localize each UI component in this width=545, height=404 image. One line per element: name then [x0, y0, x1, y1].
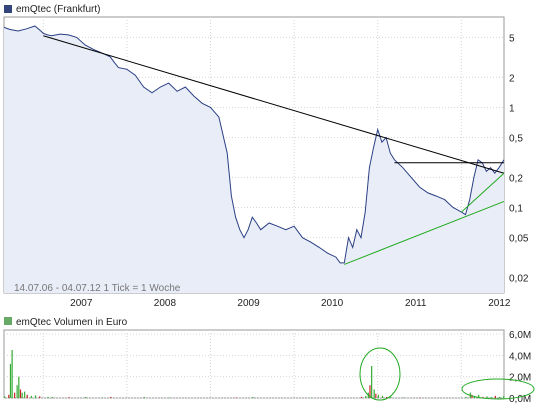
volume-highlight-circle [359, 347, 401, 401]
volume-bar [235, 397, 237, 398]
volume-bar [68, 397, 70, 398]
volume-bar [11, 350, 13, 398]
volume-bar [21, 392, 23, 398]
volume-bar [365, 395, 367, 398]
price-y-tick-label: 0,2 [509, 173, 523, 184]
volume-bar [47, 396, 49, 398]
volume-grid [4, 330, 504, 399]
price-panel: emQtec (Frankfurt) 5210,50,20,10,050,02 … [3, 4, 529, 309]
price-x-axis: 2007 2008 2009 2010 2011 2012 [70, 298, 511, 309]
price-chart-title: emQtec (Frankfurt) [16, 4, 100, 15]
volume-bar [18, 376, 20, 398]
trendline [461, 172, 505, 213]
volume-bar [503, 395, 505, 398]
price-y-tick-label: 0,05 [509, 234, 529, 245]
volume-bar [498, 396, 501, 398]
volume-chart-title: emQtec Volumen in Euro [16, 317, 128, 328]
volume-bar [381, 395, 384, 398]
price-x-tick-label: 2012 [488, 298, 511, 309]
price-x-tick-label: 2011 [405, 298, 427, 309]
volume-legend-swatch [4, 317, 12, 325]
volume-bar [4, 396, 6, 398]
volume-y-tick-label: 2,0M [509, 373, 531, 384]
price-y-tick-label: 2 [509, 73, 515, 84]
volume-bar [482, 396, 484, 398]
price-x-tick-label: 2009 [237, 298, 260, 309]
price-area-fill [4, 26, 504, 293]
volume-bar [465, 396, 467, 398]
price-y-tick-label: 0,1 [509, 204, 523, 215]
volume-bar [361, 396, 363, 398]
volume-bar [375, 393, 377, 398]
volume-bar [143, 396, 145, 398]
volume-bar [369, 385, 371, 398]
volume-bar [252, 396, 254, 398]
volume-bar [478, 394, 480, 398]
volume-bar [494, 395, 497, 398]
volume-bar [16, 385, 18, 398]
volume-bar [19, 389, 22, 398]
volume-bar [377, 394, 379, 398]
volume-panel: emQtec Volumen in Euro 6,0M 4,0M 2,0M 0,0M [3, 317, 535, 404]
price-y-axis: 5 2 1 0,5 0,2 0,1 0,05 0,02 [509, 33, 529, 284]
volume-bar [402, 397, 405, 398]
volume-bar [14, 392, 16, 398]
price-x-tick-label: 2010 [321, 298, 344, 309]
volume-y-axis: 6,0M 4,0M 2,0M 0,0M [509, 330, 531, 404]
volume-bar [386, 396, 388, 398]
price-series-line [3, 25, 505, 264]
volume-bar [390, 396, 392, 398]
volume-bar [8, 394, 10, 398]
volume-bar [373, 389, 375, 398]
volume-bar [101, 397, 104, 398]
volume-bar [24, 391, 26, 398]
volume-bar [30, 395, 32, 398]
trendline [344, 200, 505, 265]
volume-bar [490, 396, 492, 398]
volume-y-tick-label: 0,0M [509, 394, 531, 404]
volume-bar [168, 397, 170, 398]
volume-plot-frame [3, 329, 505, 399]
volume-bar [110, 396, 112, 398]
volume-bar [371, 366, 373, 398]
price-legend-swatch [4, 5, 12, 13]
trendline [43, 35, 505, 174]
date-range-annotation: 14.07.06 - 04.07.12 1 Tick = 1 Woche [14, 283, 181, 294]
volume-highlight-ellipse [461, 378, 535, 400]
volume-bar [51, 396, 53, 398]
price-trendlines [43, 35, 505, 265]
price-x-tick-label: 2007 [70, 298, 93, 309]
volume-bar [39, 396, 41, 398]
volume-bar [419, 397, 421, 398]
volume-bar [9, 363, 12, 398]
price-x-tick-label: 2008 [154, 298, 177, 309]
volume-bar [26, 394, 28, 398]
volume-y-tick-label: 4,0M [509, 351, 531, 362]
volume-bar [85, 396, 87, 398]
price-y-tick-label: 5 [509, 33, 515, 44]
volume-bar [34, 395, 37, 398]
volume-bar [310, 397, 313, 398]
volume-bar [486, 396, 488, 398]
price-y-tick-label: 1 [509, 103, 515, 114]
price-y-tick-label: 0,02 [509, 273, 529, 284]
price-y-tick-label: 0,5 [509, 134, 523, 145]
volume-y-tick-label: 6,0M [509, 330, 531, 341]
